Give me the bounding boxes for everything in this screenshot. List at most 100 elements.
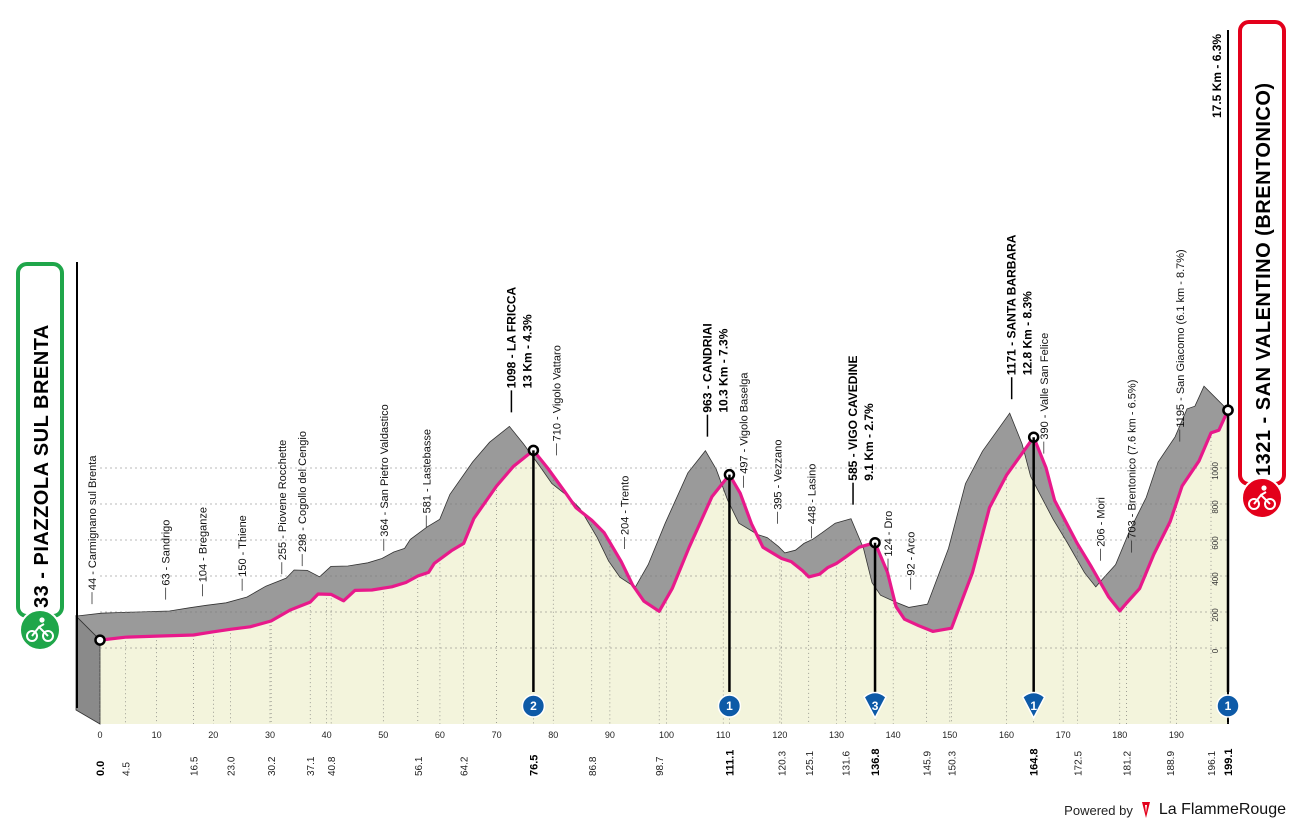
climb-marker: 1098 - LA FRICCA 13 Km - 4.3% 2 (504, 286, 546, 718)
km-label: 16.5 (189, 756, 200, 776)
altitude-label: 1000 (1211, 462, 1220, 480)
place-label: 204 - Trento (620, 476, 632, 549)
place-name: 703 - Brentonico (7.6 km - 6.5%) (1127, 380, 1139, 539)
altitude-gridline: 0 (100, 647, 1228, 653)
climb-stats: 13 Km - 4.3% (520, 314, 534, 388)
climb-stats: 9.1 Km - 2.7% (862, 403, 876, 481)
distance-tick-label: 30 (265, 730, 275, 740)
place-name: 395 - Vezzano (773, 439, 785, 509)
start-dot (94, 634, 106, 646)
category-badge (1216, 694, 1240, 718)
place-name: 581 - Lastebasse (421, 429, 433, 513)
climb-name: 1098 - LA FRICCA (504, 286, 518, 388)
km-label: 40.8 (327, 756, 338, 776)
finish-badge-label: 1321 - SAN VALENTINO (BRENTONICO) (1253, 82, 1275, 476)
place-name: 364 - San Pietro Valdastico (379, 404, 391, 536)
place-label: 703 - Brentonico (7.6 km - 6.5%) (1127, 380, 1139, 553)
distance-tick-label: 60 (435, 730, 445, 740)
place-label: 63 - Sandrigo (161, 520, 173, 600)
distance-tick-label: 50 (378, 730, 388, 740)
climb-stats: 12.8 Km - 8.3% (1021, 291, 1035, 375)
km-label: 196.1 (1207, 751, 1218, 776)
start-badge: 33 - PIAZZOLA SUL BRENTA (16, 262, 64, 651)
km-label: 181.2 (1123, 751, 1134, 776)
km-label: 98.7 (655, 756, 666, 776)
place-name: 255 - Piovene Rocchette (277, 440, 289, 560)
place-label: 124 - Dro (883, 511, 895, 571)
place-name: 63 - Sandrigo (161, 520, 173, 586)
place-label: 44 - Carmignano sul Brenta (87, 455, 99, 605)
distance-tick-label: 110 (716, 730, 730, 740)
flame-logo-icon (1141, 802, 1150, 818)
place-name: 204 - Trento (620, 476, 632, 535)
place-label: 710 - Vigolo Vattaro (552, 345, 564, 456)
km-label: 125.1 (805, 751, 816, 776)
distance-tick-label: 160 (999, 730, 1014, 740)
finish-climb-stats: 17.5 Km - 6.3% (1210, 34, 1224, 118)
km-label: 37.1 (306, 756, 317, 776)
finish-dot (1222, 404, 1234, 416)
km-label: 188.9 (1166, 751, 1177, 776)
category-badge (1021, 691, 1046, 720)
place-label: 390 - Valle San Felice (1039, 333, 1051, 454)
distance-tick-label: 170 (1056, 730, 1071, 740)
altitude-gridline: 600 (100, 536, 1228, 550)
place-label: 206 - Mori (1095, 497, 1107, 561)
category-number: 1 (1225, 699, 1232, 713)
km-label: 136.8 (870, 748, 882, 776)
cyclist-icon (1241, 477, 1283, 519)
place-label: 395 - Vezzano (773, 439, 785, 524)
place-name: 92 - Arco (906, 532, 918, 576)
climb-name: 1171 - SANTA BARBARA (1005, 234, 1019, 375)
category-badge (717, 694, 742, 718)
cyclist-icon (19, 609, 61, 651)
category-badge (863, 691, 887, 720)
powered-by-text: Powered by (1064, 802, 1133, 818)
distance-tick-label: 100 (659, 730, 674, 740)
place-label: 104 - Breganze (197, 507, 209, 597)
km-label: 0.0 (95, 761, 107, 776)
climb-stats: 10.3 Km - 7.3% (716, 328, 730, 412)
place-label: 448 - Lasino (807, 464, 819, 539)
climb-name: 963 - CANDRIAI (700, 323, 714, 412)
distance-tick-label: 20 (208, 730, 218, 740)
powered-by: Powered by La FlammeRouge (1064, 801, 1286, 819)
place-name: 44 - Carmignano sul Brenta (87, 455, 99, 590)
place-label: 150 - Thiene (237, 515, 249, 591)
climb-name: 585 - VIGO CAVEDINE (846, 356, 860, 481)
climb-marker: 585 - VIGO CAVEDINE 9.1 Km - 2.7% 3 (846, 356, 887, 720)
km-label: 76.5 (528, 755, 540, 776)
category-number: 1 (1030, 699, 1037, 713)
km-label: 23.0 (226, 756, 237, 776)
km-label: 145.9 (923, 751, 934, 776)
place-label: 255 - Piovene Rocchette (277, 440, 289, 575)
altitude-gridline: 800 (100, 500, 1228, 514)
category-badge (521, 694, 546, 718)
climb-marker: 1171 - SANTA BARBARA 12.8 Km - 8.3% 1 (1005, 234, 1046, 720)
km-label: 164.8 (1029, 748, 1041, 776)
distance-tick-label: 140 (886, 730, 901, 740)
distance-tick-label: 130 (829, 730, 844, 740)
distance-tick-label: 150 (942, 730, 957, 740)
distance-tick-label: 120 (772, 730, 787, 740)
place-label: 581 - Lastebasse (421, 429, 433, 528)
place-name: 124 - Dro (883, 511, 895, 557)
place-name: 1195 - San Giacomo (6.1 km - 8.7%) (1175, 249, 1187, 427)
climb-marker: 963 - CANDRIAI 10.3 Km - 7.3% 1 (700, 323, 742, 718)
distance-tick-label: 80 (548, 730, 558, 740)
distance-tick-label: 180 (1112, 730, 1127, 740)
km-label: 64.2 (460, 756, 471, 776)
altitude-label: 0 (1211, 648, 1220, 653)
distance-tick-label: 40 (322, 730, 332, 740)
place-label: 364 - San Pietro Valdastico (379, 404, 391, 551)
place-name: 104 - Breganze (197, 507, 209, 582)
powered-by-brand: La FlammeRouge (1158, 801, 1286, 818)
altitude-label: 800 (1211, 500, 1220, 514)
profile-fill (100, 410, 1228, 724)
category-number: 3 (872, 699, 879, 713)
altitude-gridline: 1000 (100, 462, 1228, 480)
place-name: 710 - Vigolo Vattaro (552, 345, 564, 441)
km-label: 111.1 (724, 750, 736, 776)
finish-badge: 1321 - SAN VALENTINO (BRENTONICO) (1238, 20, 1286, 519)
